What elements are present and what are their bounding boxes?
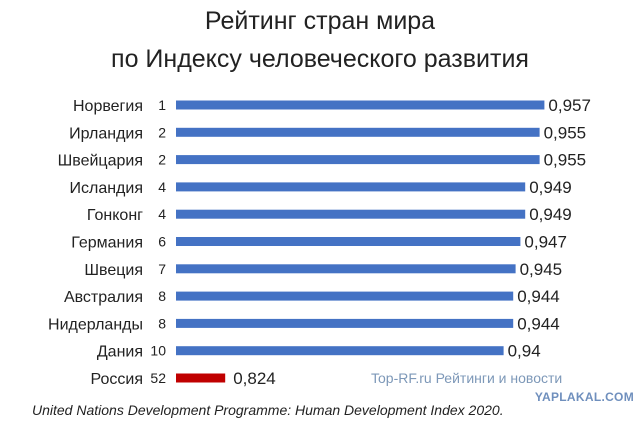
value-label: 0,949: [529, 178, 572, 197]
value-label: 0,944: [517, 314, 560, 333]
rank-label: 52: [150, 370, 166, 386]
bar: [176, 318, 514, 328]
rank-label: 1: [158, 97, 166, 113]
rank-label: 2: [158, 152, 166, 168]
country-label: Германия: [71, 235, 143, 252]
value-label: 0,957: [548, 96, 591, 115]
bar: [176, 209, 526, 219]
bar: [176, 346, 504, 356]
value-label: 0,94: [508, 342, 541, 361]
country-label: Россия: [91, 371, 143, 388]
country-label: Дания: [97, 344, 143, 361]
source-note: United Nations Development Programme: Hu…: [32, 402, 504, 418]
rank-label: 8: [158, 315, 166, 331]
value-label: 0,949: [529, 205, 572, 224]
bar: [176, 100, 545, 110]
value-label: 0,955: [544, 151, 587, 170]
bar-highlight: [176, 373, 226, 383]
value-label: 0,955: [544, 123, 587, 142]
rank-label: 6: [158, 234, 166, 250]
rank-label: 4: [158, 206, 166, 222]
country-label: Австралия: [64, 289, 143, 306]
value-label: 0,824: [233, 369, 276, 388]
rank-label: 10: [150, 343, 166, 359]
rank-label: 8: [158, 288, 166, 304]
bar: [176, 155, 540, 165]
chart-title-line-2: по Индексу человеческого развития: [111, 45, 529, 73]
chart-title-line-1: Рейтинг стран мира: [204, 7, 436, 35]
rank-label: 4: [158, 179, 166, 195]
watermark-source: Top-RF.ru Рейтинги и новости: [371, 370, 563, 386]
country-label: Швеция: [84, 262, 143, 279]
value-label: 0,947: [524, 233, 567, 252]
rank-label: 2: [158, 124, 166, 140]
country-label: Нидерланды: [48, 316, 143, 333]
rank-label: 7: [158, 261, 166, 277]
country-label: Гонконг: [87, 207, 143, 224]
watermark-site: YAPLAKAL.COM: [534, 390, 634, 404]
country-label: Швейцария: [58, 153, 143, 170]
value-label: 0,944: [517, 287, 560, 306]
country-label: Исландия: [69, 180, 143, 197]
bar: [176, 237, 521, 246]
bar: [176, 182, 526, 192]
value-label: 0,945: [520, 260, 563, 279]
country-label: Ирландия: [69, 125, 143, 142]
bar: [176, 291, 514, 301]
bar: [176, 127, 540, 137]
country-label: Норвегия: [73, 98, 143, 115]
bar: [176, 264, 516, 274]
